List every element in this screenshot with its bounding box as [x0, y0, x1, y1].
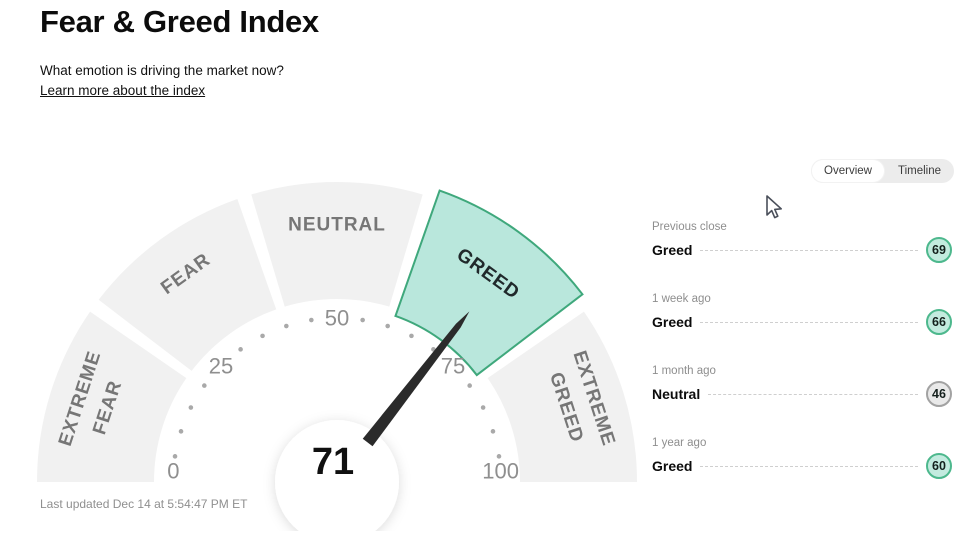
gauge-chart: EXTREMEFEARFEARNEUTRALGREEDEXTREMEGREED0… [37, 182, 637, 536]
dashed-leader [700, 465, 918, 467]
dashed-leader [700, 321, 918, 323]
history-period: 1 week ago [652, 293, 711, 305]
history-period: Previous close [652, 221, 727, 233]
gauge-tick-dot [172, 454, 178, 459]
gauge-tick-dot [260, 333, 265, 339]
view-toggle: Overview Timeline [811, 159, 954, 183]
gauge-hub [275, 420, 399, 536]
gauge-tick-dot [202, 383, 207, 388]
history-panel: Previous close Greed 69 1 week ago Greed… [652, 221, 952, 509]
history-rating: Greed [652, 458, 693, 474]
gauge-tick-dot [385, 323, 390, 329]
gauge-tick-dot [467, 383, 472, 388]
page-subtitle: What emotion is driving the market now? [40, 63, 284, 78]
dashed-leader [700, 249, 918, 251]
history-rating: Greed [652, 314, 693, 330]
history-period: 1 month ago [652, 365, 716, 377]
history-row: 1 week ago Greed 66 [652, 293, 952, 335]
gauge-segment-label: NEUTRAL [288, 215, 386, 236]
gauge-tick-dot [409, 333, 414, 339]
gauge-tick-dot [309, 317, 314, 323]
gauge-tick-dot [284, 323, 289, 329]
tab-timeline[interactable]: Timeline [897, 165, 941, 177]
gauge-tick-dot [178, 429, 184, 434]
gauge-tick-dot [496, 454, 502, 459]
history-row: 1 month ago Neutral 46 [652, 365, 952, 407]
gauge-tick-dot [490, 429, 496, 434]
gauge-segment-greed [394, 189, 584, 377]
last-updated-text: Last updated Dec 14 at 5:54:47 PM ET [40, 497, 248, 511]
fear-greed-gauge: EXTREME FEAR FEAR NEUTRAL GREED EXTREME GREED 0… [32, 177, 646, 536]
gauge-tick-dot [238, 347, 243, 352]
history-rating: Neutral [652, 386, 701, 402]
tab-overview[interactable]: Overview [811, 159, 885, 183]
gauge-segment-neutral [251, 182, 423, 307]
gauge-needle [362, 311, 470, 447]
history-period: 1 year ago [652, 437, 707, 449]
gauge-tick-dot [188, 405, 194, 410]
history-badge: 69 [926, 237, 952, 263]
history-row: 1 year ago Greed 60 [652, 437, 952, 479]
gauge-segment-extreme-fear [37, 311, 187, 482]
history-badge: 60 [926, 453, 952, 479]
learn-more-link[interactable]: Learn more about the index [40, 83, 206, 98]
gauge-tick-label: 100 [482, 459, 519, 484]
gauge-tick-dot [360, 317, 365, 323]
gauge-value: 71 [312, 441, 354, 483]
history-rating: Greed [652, 242, 693, 258]
dashed-leader [708, 393, 918, 395]
gauge-tick-label: 25 [209, 354, 233, 379]
gauge-segment-extreme-greed [487, 311, 637, 482]
gauge-tick-label: 50 [325, 306, 349, 331]
page-title: Fear & Greed Index [40, 4, 319, 39]
gauge-tick-label: 0 [167, 459, 179, 484]
gauge-tick-label: 75 [441, 354, 465, 379]
gauge-tick-dot [480, 405, 486, 410]
history-badge: 66 [926, 309, 952, 335]
history-badge: 46 [926, 381, 952, 407]
mouse-cursor-icon [766, 195, 782, 219]
history-row: Previous close Greed 69 [652, 221, 952, 263]
gauge-segment-fear [98, 199, 277, 371]
